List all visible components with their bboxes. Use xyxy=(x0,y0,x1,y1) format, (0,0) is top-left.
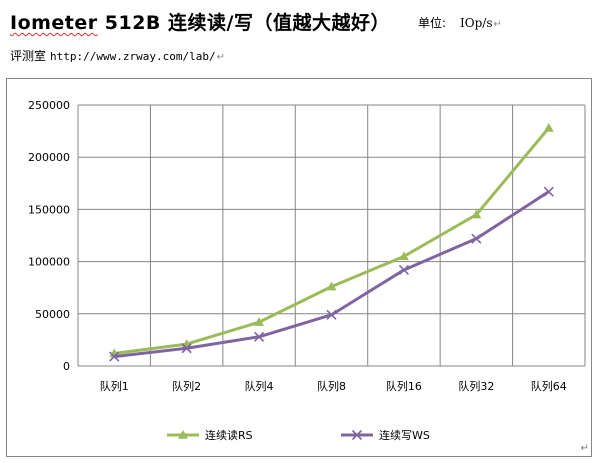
return-mark: ↵ xyxy=(493,19,502,30)
x-tick-label: 队列2 xyxy=(172,379,201,393)
data-point xyxy=(254,317,265,326)
series-line-1 xyxy=(114,127,550,355)
legend-marker xyxy=(178,430,188,439)
x-tick-label: 队列1 xyxy=(100,379,129,393)
title-text: 512B 连续读/写（值越大越好） xyxy=(97,12,390,34)
x-tick-label: 队列4 xyxy=(245,379,274,393)
source-label: 评测室 xyxy=(10,49,47,63)
unit-label: 单位: xyxy=(418,16,447,30)
unit-value: IOp/s xyxy=(460,16,493,30)
source-row: 评测室 http://www.zrway.com/lab/↵ xyxy=(10,47,225,64)
y-tick-label: 50000 xyxy=(35,308,70,321)
data-point xyxy=(398,251,409,261)
legend-label: 连续读RS xyxy=(205,428,253,442)
data-point xyxy=(471,209,482,219)
data-point xyxy=(326,281,337,291)
x-tick-label: 队列32 xyxy=(458,379,494,393)
y-tick-label: 150000 xyxy=(28,203,70,216)
y-tick-label: 100000 xyxy=(28,256,70,269)
data-point xyxy=(543,186,554,197)
y-tick-label: 0 xyxy=(63,360,70,373)
legend-label: 连续写WS xyxy=(379,428,430,442)
data-point xyxy=(326,309,337,320)
title-brand: Iometer xyxy=(10,12,98,34)
data-point xyxy=(471,233,482,244)
x-tick-label: 队列8 xyxy=(317,379,346,393)
legend-marker xyxy=(351,429,363,441)
return-mark-2: ↵ xyxy=(216,52,225,63)
x-tick-label: 队列64 xyxy=(531,379,567,393)
unit-row: 单位: IOp/s↵ xyxy=(418,14,502,31)
data-point xyxy=(254,331,265,342)
x-tick-label: 队列16 xyxy=(386,379,422,393)
return-mark-3: ↵ xyxy=(580,443,589,454)
page-title: Iometer 512B 连续读/写（值越大越好） xyxy=(10,8,390,35)
series-line-2 xyxy=(114,190,550,359)
y-tick-label: 200000 xyxy=(28,151,70,164)
line-chart: 0 50000 100000 150000 200000 250000 队列1 队列2 队列4 队… xyxy=(28,99,586,442)
data-point xyxy=(398,264,409,276)
chart-frame: 0 50000 100000 150000 200000 250000 队列1 队列2 队列4 队… xyxy=(6,78,592,457)
source-url: http://www.zrway.com/lab/ xyxy=(50,50,216,63)
data-point xyxy=(181,343,192,354)
data-point xyxy=(543,122,554,132)
y-tick-label: 250000 xyxy=(28,99,70,112)
data-point xyxy=(109,351,120,362)
